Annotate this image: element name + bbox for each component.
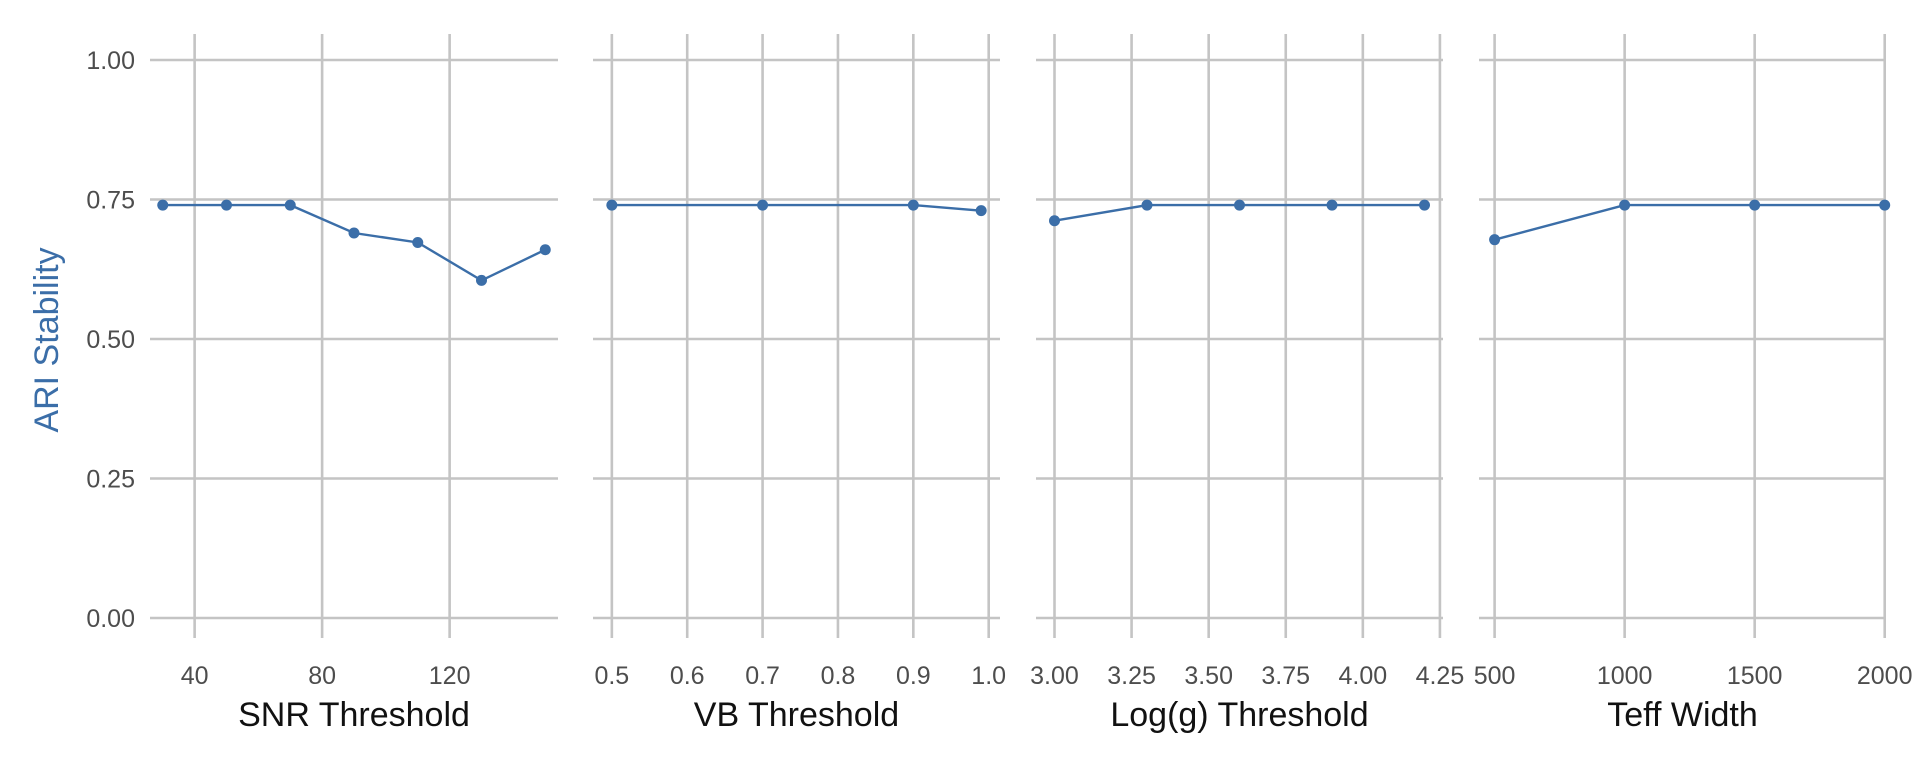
x-tick-label: 3.25	[1107, 662, 1156, 690]
data-point	[1619, 199, 1631, 211]
data-point	[1234, 199, 1245, 211]
x-tick-label: 120	[429, 662, 471, 690]
y-tick-label: 0.00	[86, 605, 135, 633]
data-point	[1489, 234, 1501, 246]
x-tick-label: 0.6	[670, 662, 705, 690]
data-point	[1049, 215, 1060, 227]
y-axis-title: ARI Stability	[28, 247, 66, 432]
x-axis-title: VB Threshold	[694, 696, 899, 734]
y-tick-label: 0.25	[86, 466, 135, 494]
data-point	[221, 199, 232, 211]
x-tick-label: 0.9	[896, 662, 931, 690]
data-point	[539, 244, 551, 256]
data-point	[1141, 199, 1153, 211]
x-tick-label: 500	[1474, 662, 1516, 690]
data-point	[348, 227, 360, 239]
x-tick-label: 1500	[1727, 662, 1783, 690]
x-tick-label: 1.0	[971, 662, 1006, 690]
data-point	[1879, 199, 1891, 211]
series-line	[1494, 203, 1885, 241]
x-tick-label: 4.00	[1338, 662, 1387, 690]
data-point	[1326, 199, 1338, 211]
data-point	[476, 274, 487, 286]
data-point	[606, 199, 618, 211]
x-tick-label: 80	[308, 662, 336, 690]
data-point	[907, 199, 919, 211]
data-point	[412, 236, 424, 248]
data-point	[1749, 199, 1761, 211]
data-point	[1419, 199, 1430, 211]
x-tick-label: 3.00	[1030, 662, 1079, 690]
x-tick-label: 0.5	[594, 662, 629, 690]
x-tick-label: 0.8	[821, 662, 856, 690]
data-point	[157, 199, 169, 211]
y-tick-label: 1.00	[86, 47, 135, 75]
x-tick-label: 3.75	[1261, 662, 1310, 690]
x-tick-label: 40	[181, 662, 209, 690]
x-axis-title: Teff Width	[1607, 696, 1758, 734]
series-line	[162, 203, 546, 282]
x-axis-title: Log(g) Threshold	[1110, 696, 1368, 734]
x-tick-label: 4.25	[1416, 662, 1465, 690]
x-tick-label: 1000	[1597, 662, 1653, 690]
y-tick-label: 0.75	[86, 187, 135, 215]
y-tick-label: 0.50	[86, 326, 135, 354]
data-point	[284, 199, 296, 211]
series-line	[611, 203, 982, 212]
data-point	[975, 205, 987, 217]
x-tick-label: 3.50	[1184, 662, 1233, 690]
x-tick-label: 2000	[1857, 662, 1913, 690]
x-tick-label: 0.7	[745, 662, 780, 690]
data-point	[757, 199, 769, 211]
x-axis-title: SNR Threshold	[238, 696, 470, 734]
